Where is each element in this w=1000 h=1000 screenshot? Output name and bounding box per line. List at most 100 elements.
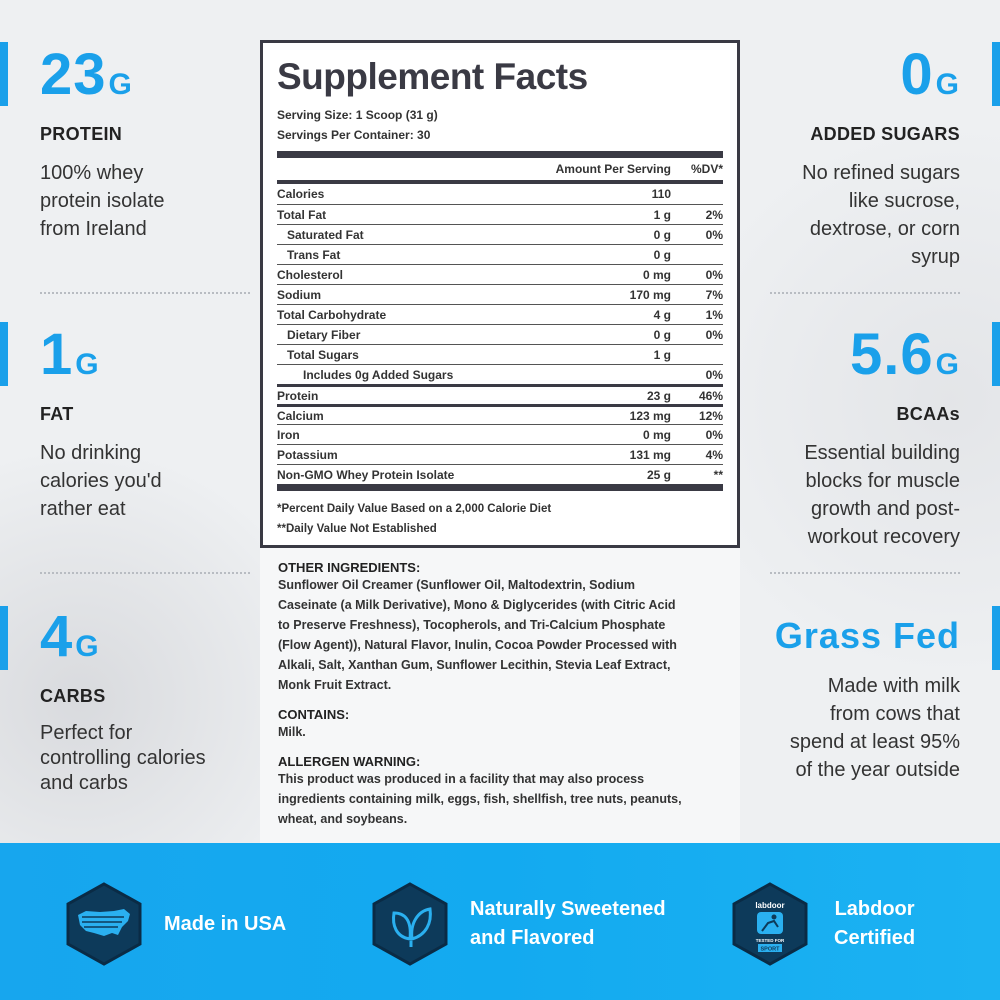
nutrient-dv: 0%	[705, 427, 723, 442]
nutrient-dv: 1%	[705, 307, 723, 322]
nutrient-dv: 7%	[705, 287, 723, 302]
facts-row: Calcium 123 mg 12%	[277, 404, 723, 424]
facts-rows: Calories 110 Total Fat 1 g 2% Saturated Fat 0 …	[277, 184, 723, 484]
stat-description: No refined sugars like sucrose, dextrose, …	[802, 162, 960, 268]
facts-row: Trans Fat 0 g	[277, 244, 723, 264]
other-ingredients-text: Sunflower Oil Creamer (Sunflower Oil, Ma…	[278, 578, 677, 692]
stat-label: PROTEIN	[40, 124, 123, 144]
allergen-text: This product was produced in a facility …	[278, 772, 682, 826]
nutrient-name: Calcium	[277, 408, 324, 423]
stat-value: Grass Fed	[774, 615, 960, 656]
nutrient-dv: 0%	[705, 327, 723, 342]
stat-grass-fed: Grass Fed Made with milk from cows that sp…	[725, 616, 960, 784]
serving-size: Serving Size: 1 Scoop (31 g)	[277, 108, 438, 122]
nutrient-amount: 4 g	[653, 307, 671, 322]
nutrient-dv: 0%	[705, 267, 723, 282]
seal-brand-text: labdoor	[755, 901, 784, 910]
nutrient-dv: **	[713, 467, 723, 482]
badge-naturally-sweetened: Naturally Sweetened and Flavored	[370, 881, 666, 967]
badge-made-in-usa: Made in USA	[64, 881, 286, 967]
contains-heading: CONTAINS:	[278, 707, 350, 722]
nutrient-amount: 170 mg	[629, 287, 671, 302]
nutrient-amount: 131 mg	[629, 447, 671, 462]
nutrient-dv: 0%	[705, 367, 723, 382]
facts-row: Non-GMO Whey Protein Isolate 25 g **	[277, 464, 723, 484]
nutrient-amount: 0 mg	[642, 267, 671, 282]
divider	[40, 572, 250, 574]
stat-description: Perfect for controlling calories and carbs	[40, 722, 206, 794]
stat-value: 4G	[40, 604, 100, 669]
badge-label: Naturally Sweetened and Flavored	[470, 898, 666, 949]
nutrient-name: Cholesterol	[277, 267, 344, 282]
stat-description: Essential building blocks for muscle growt…	[804, 442, 960, 548]
nutrient-name: Total Fat	[277, 207, 327, 222]
dv-column-header: %DV*	[690, 162, 723, 176]
stat-value: 0G	[900, 42, 960, 107]
nutrient-name: Non-GMO Whey Protein Isolate	[277, 467, 455, 482]
nutrient-name: Total Carbohydrate	[277, 307, 387, 322]
nutrient-name: Total Sugars	[287, 347, 359, 362]
left-accent-bar-3	[0, 606, 8, 670]
stat-description: 100% whey protein isolate from Ireland	[40, 162, 165, 240]
nutrient-dv: 4%	[705, 447, 723, 462]
divider	[40, 292, 250, 294]
ingredients-panel: OTHER INGREDIENTS: Sunflower Oil Creamer…	[260, 548, 740, 843]
servings-per-container: Servings Per Container: 30	[277, 128, 431, 142]
divider	[770, 572, 960, 574]
nutrient-dv: 46%	[698, 388, 723, 403]
stat-label: BCAAs	[896, 404, 960, 424]
facts-row: Dietary Fiber 0 g 0%	[277, 324, 723, 344]
stat-fat: 1G FAT No drinking calories you'd rather e…	[40, 326, 275, 523]
right-accent-bar-1	[992, 42, 1000, 106]
facts-row: Sodium 170 mg 7%	[277, 284, 723, 304]
footnote-not-established: **Daily Value Not Established	[277, 523, 437, 535]
badge-label: Made in USA	[164, 912, 287, 935]
nutrient-amount: 0 g	[653, 247, 671, 262]
stat-description: Made with milk from cows that spend at lea…	[789, 675, 960, 781]
nutrient-name: Iron	[277, 427, 300, 442]
leaf-icon	[372, 882, 448, 966]
supplement-facts-panel: Supplement Facts Serving Size: 1 Scoop (…	[260, 40, 740, 548]
nutrient-amount: 25 g	[646, 467, 671, 482]
facts-row: Total Carbohydrate 4 g 1%	[277, 304, 723, 324]
nutrient-dv: 12%	[698, 408, 723, 423]
divider	[277, 484, 723, 491]
nutrient-amount: 110	[651, 187, 671, 201]
left-accent-bar-2	[0, 322, 8, 386]
stat-value: 5.6G	[850, 322, 960, 387]
facts-row: Cholesterol 0 mg 0%	[277, 264, 723, 284]
nutrient-dv: 2%	[705, 207, 723, 222]
nutrient-name: Dietary Fiber	[287, 327, 361, 342]
labdoor-seal-icon: labdoor TESTED FOR SPORT	[732, 882, 808, 966]
right-accent-bar-2	[992, 322, 1000, 386]
stat-bcaas: 5.6G BCAAs Essential building blocks for …	[725, 326, 960, 551]
nutrient-name: Trans Fat	[287, 247, 341, 262]
nutrient-name: Sodium	[277, 287, 321, 302]
stat-label: CARBS	[40, 686, 106, 706]
allergen-heading: ALLERGEN WARNING:	[278, 754, 421, 769]
nutrient-amount: 1 g	[653, 207, 671, 222]
divider	[277, 180, 723, 184]
facts-header-row: Amount Per Serving %DV*	[277, 158, 723, 180]
nutrient-amount: 123 mg	[629, 408, 671, 423]
nutrient-amount: 0 g	[653, 227, 671, 242]
features-band: Made in USA Naturally Sweetened and Flav…	[0, 843, 1000, 1000]
stat-label: FAT	[40, 404, 74, 424]
usa-map-icon	[66, 882, 142, 966]
left-accent-bar-1	[0, 42, 8, 106]
nutrient-dv: 0%	[705, 227, 723, 242]
facts-row: Total Sugars 1 g	[277, 344, 723, 364]
facts-row: Includes 0g Added Sugars 0%	[277, 364, 723, 384]
nutrient-amount: 1 g	[653, 347, 671, 362]
other-ingredients-heading: OTHER INGREDIENTS:	[278, 560, 421, 575]
divider	[277, 151, 723, 158]
facts-row: Calories 110	[277, 184, 723, 204]
facts-row: Protein 23 g 46%	[277, 384, 723, 404]
facts-row: Total Fat 1 g 2%	[277, 204, 723, 224]
stat-value: 23G	[40, 42, 133, 107]
right-accent-bar-3	[992, 606, 1000, 670]
stat-added-sugars: 0G ADDED SUGARS No refined sugars like su…	[725, 46, 960, 271]
footnote-dv: *Percent Daily Value Based on a 2,000 Ca…	[277, 503, 552, 515]
nutrient-name: Protein	[277, 388, 319, 403]
badge-labdoor-certified: labdoor TESTED FOR SPORT Labdoor Certifi…	[730, 881, 915, 967]
